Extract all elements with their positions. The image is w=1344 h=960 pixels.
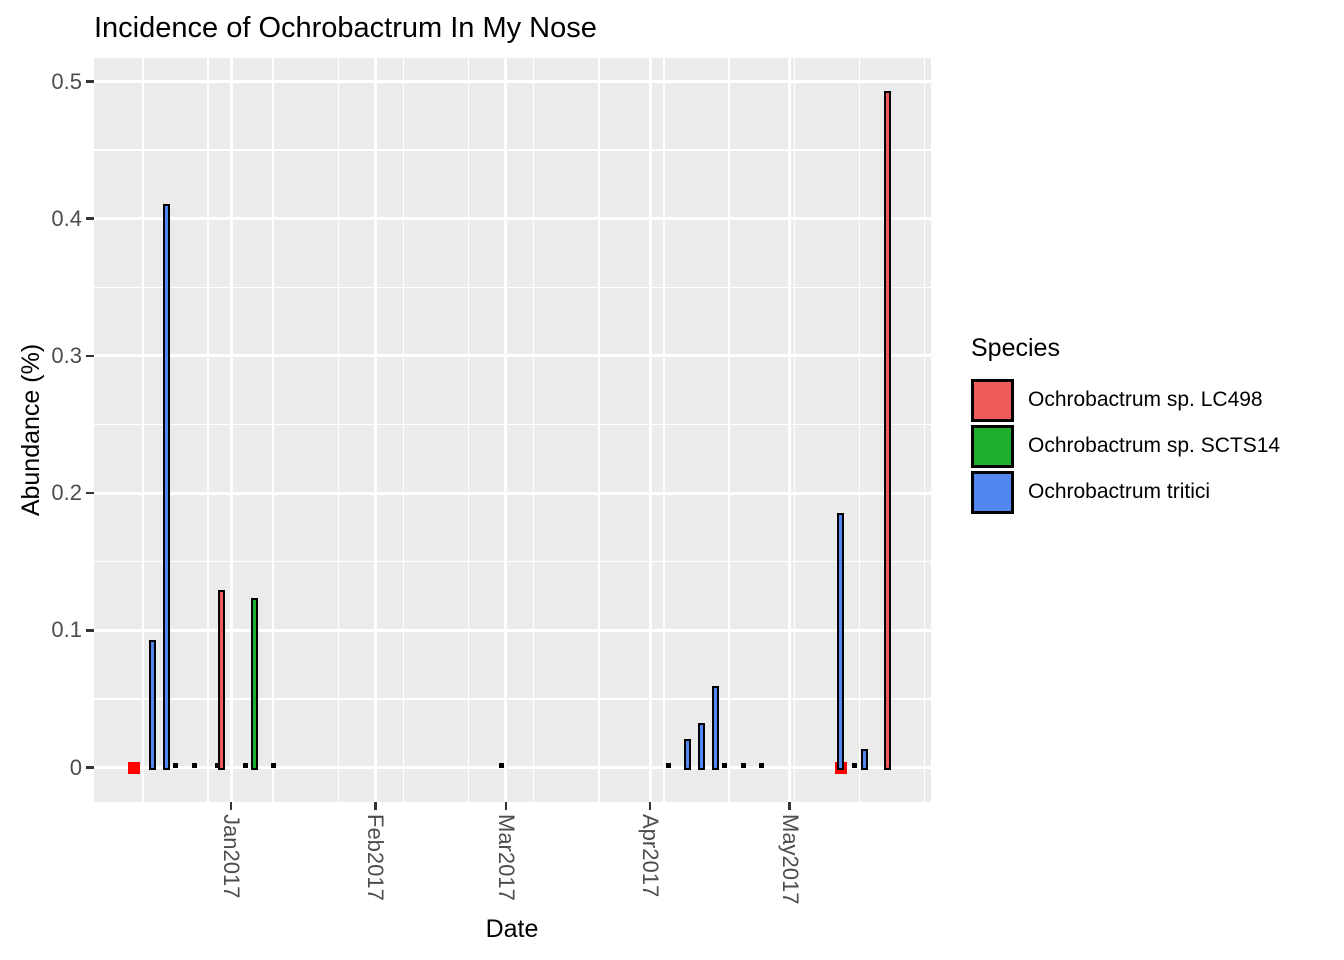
y-axis-tick [86, 491, 94, 495]
gridline-minor-vertical [402, 58, 405, 802]
x-axis-tick [229, 802, 233, 810]
legend-swatch-ochrobactrum-tritici [971, 470, 1014, 514]
gridline-major-horizontal [94, 354, 931, 358]
legend-item-ochrobactrum-sp-scts14: Ochrobactrum sp. SCTS14 [971, 423, 1280, 469]
legend-swatch-ochrobactrum-sp-lc498 [971, 378, 1014, 422]
y-axis-tick [86, 354, 94, 358]
zero-bar [498, 763, 504, 768]
y-axis-tick-label: 0.3 [51, 342, 82, 368]
zero-bar [172, 763, 178, 768]
bar-ochrobactrum-tritici [683, 739, 691, 770]
legend-title: Species [971, 334, 1060, 362]
zero-bar [242, 763, 248, 768]
gridline-minor-vertical [142, 58, 144, 802]
gridline-major-vertical [648, 58, 652, 802]
y-axis-title: Abundance (%) [17, 343, 45, 517]
x-axis-tick-label: Apr2017 [638, 814, 663, 898]
legend-item-label: Ochrobactrum sp. SCTS14 [1028, 434, 1281, 457]
legend-items: Ochrobactrum sp. LC498 Ochrobactrum sp. S… [971, 377, 1280, 515]
x-axis-tick [374, 802, 377, 810]
bar-ochrobactrum-tritici [837, 512, 845, 770]
bar-ochrobactrum-sp-scts14 [251, 597, 258, 770]
y-axis-tick-label: 0 [69, 754, 82, 780]
gridline-minor-vertical [598, 58, 600, 802]
x-axis-tick [788, 802, 791, 810]
x-axis-tick-label: May2017 [777, 814, 803, 905]
x-axis-tick-label: Jan2017 [219, 814, 245, 899]
gridline-minor-horizontal [94, 560, 931, 563]
gridline-major-vertical [788, 58, 792, 802]
chart-title: Incidence of Ochrobactrum In My Nose [94, 12, 597, 44]
gridline-major-horizontal [94, 491, 931, 495]
y-axis-tick [86, 766, 94, 769]
gridline-minor-vertical [793, 58, 795, 802]
y-axis-tick-label: 0.1 [51, 617, 82, 643]
y-axis-tick-label: 0.4 [51, 205, 82, 231]
x-axis-tick [504, 802, 508, 810]
legend-swatch-ochrobactrum-sp-scts14 [971, 424, 1014, 468]
x-axis-tick [648, 802, 652, 810]
zero-bar [740, 763, 746, 768]
gridline-minor-vertical [532, 58, 535, 802]
x-axis-title: Date [485, 915, 539, 943]
gridline-major-vertical [504, 58, 508, 802]
x-axis-tick-label: Mar2017 [493, 814, 519, 901]
y-axis-tick [86, 80, 94, 83]
gridline-major-horizontal [94, 766, 931, 769]
y-axis-tick-label: 0.5 [51, 68, 82, 94]
zero-bar [852, 763, 858, 768]
legend-item-ochrobactrum-tritici: Ochrobactrum tritici [971, 469, 1280, 515]
gridline-minor-vertical [272, 58, 274, 802]
gridline-minor-vertical [923, 58, 926, 802]
bar-ochrobactrum-tritici [697, 722, 705, 770]
gridline-major-vertical [373, 58, 377, 802]
legend-item-label: Ochrobactrum sp. LC498 [1028, 388, 1263, 411]
gridline-minor-vertical [728, 58, 730, 802]
legend-item-label: Ochrobactrum tritici [1028, 480, 1211, 503]
gridline-major-horizontal [94, 80, 931, 83]
zero-bar [759, 763, 765, 768]
bar-ochrobactrum-tritici [860, 748, 868, 770]
bar-ochrobactrum-sp-lc498 [218, 589, 226, 770]
gridline-minor-vertical [207, 58, 209, 802]
zero-point-square-ochrobactrum-sp-lc498 [127, 761, 140, 774]
zero-bar [721, 763, 727, 768]
gridline-minor-horizontal [94, 698, 931, 700]
bar-ochrobactrum-tritici [711, 685, 719, 770]
zero-bar [666, 763, 672, 768]
y-axis-tick [86, 629, 94, 632]
plot-panel [94, 58, 931, 802]
x-axis-tick-label: Feb2017 [363, 814, 389, 901]
gridline-minor-horizontal [94, 423, 931, 426]
y-axis-tick [86, 217, 94, 220]
gridline-major-vertical [229, 58, 233, 802]
legend-item-ochrobactrum-sp-lc498: Ochrobactrum sp. LC498 [971, 377, 1280, 423]
bar-ochrobactrum-sp-lc498 [883, 91, 891, 770]
bar-ochrobactrum-tritici [148, 640, 156, 770]
y-axis-tick-label: 0.2 [51, 480, 82, 506]
zero-bar [191, 763, 197, 768]
gridline-minor-vertical [858, 58, 861, 802]
gridline-minor-vertical [663, 58, 665, 802]
gridline-minor-horizontal [94, 149, 931, 151]
gridline-major-horizontal [94, 217, 931, 221]
zero-bar [270, 763, 276, 768]
gridline-minor-vertical [337, 58, 339, 802]
gridline-minor-vertical [467, 58, 470, 802]
legend: Species Ochrobactrum sp. LC498 Ochrobactr… [971, 334, 1280, 515]
zero-bar [214, 763, 220, 768]
gridline-minor-horizontal [94, 286, 931, 289]
gridline-major-horizontal [94, 628, 931, 632]
bar-ochrobactrum-tritici [162, 203, 170, 770]
